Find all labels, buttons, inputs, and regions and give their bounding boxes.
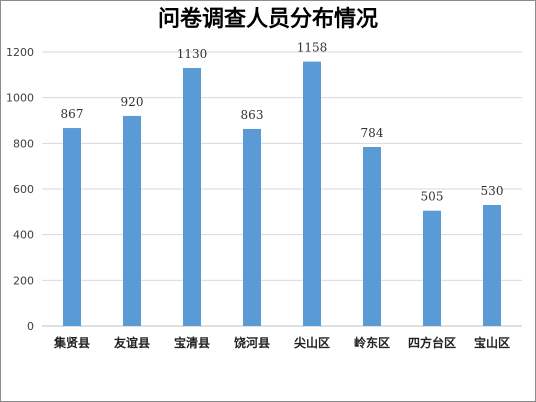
category-label: 饶河县: [234, 335, 270, 350]
data-label: 867: [61, 107, 84, 121]
x-axis-labels: 集贤县 友谊县 宝清县 饶河县 尖山区 岭东区 四方台区 宝山区: [53, 335, 510, 350]
data-label: 863: [241, 108, 264, 122]
chart-title: 问卷调查人员分布情况: [157, 7, 378, 32]
bar: [483, 204, 501, 326]
bar: [363, 146, 381, 326]
y-tick-label: 600: [13, 183, 34, 196]
bar: [123, 115, 141, 326]
bar: [243, 128, 261, 326]
data-labels: 867 920 1130 863 1158 784 505 530: [61, 41, 504, 204]
data-label: 1130: [177, 47, 208, 61]
category-label: 四方台区: [408, 335, 456, 350]
data-label: 1158: [297, 41, 328, 55]
bar: [183, 67, 201, 326]
bar: [423, 210, 441, 326]
y-axis-ticks: 0 200 400 600 800 1000 1200: [6, 46, 34, 333]
gridlines: [42, 51, 522, 327]
data-label: 784: [361, 126, 384, 140]
category-label: 宝清县: [174, 335, 210, 350]
data-label: 505: [421, 190, 444, 204]
y-tick-label: 400: [13, 229, 34, 242]
category-label: 尖山区: [294, 335, 330, 350]
bar: [303, 61, 321, 327]
data-label: 920: [121, 95, 144, 109]
bar: [63, 128, 81, 326]
y-tick-label: 1200: [6, 46, 34, 59]
category-label: 岭东区: [354, 335, 390, 350]
category-label: 友谊县: [113, 335, 150, 350]
y-tick-label: 0: [27, 320, 34, 333]
y-tick-label: 800: [13, 137, 34, 150]
y-tick-label: 1000: [6, 92, 34, 105]
data-label: 530: [481, 184, 504, 198]
category-label: 宝山区: [474, 335, 510, 350]
y-tick-label: 200: [13, 274, 34, 287]
category-label: 集贤县: [53, 335, 90, 350]
bars: [63, 61, 501, 327]
